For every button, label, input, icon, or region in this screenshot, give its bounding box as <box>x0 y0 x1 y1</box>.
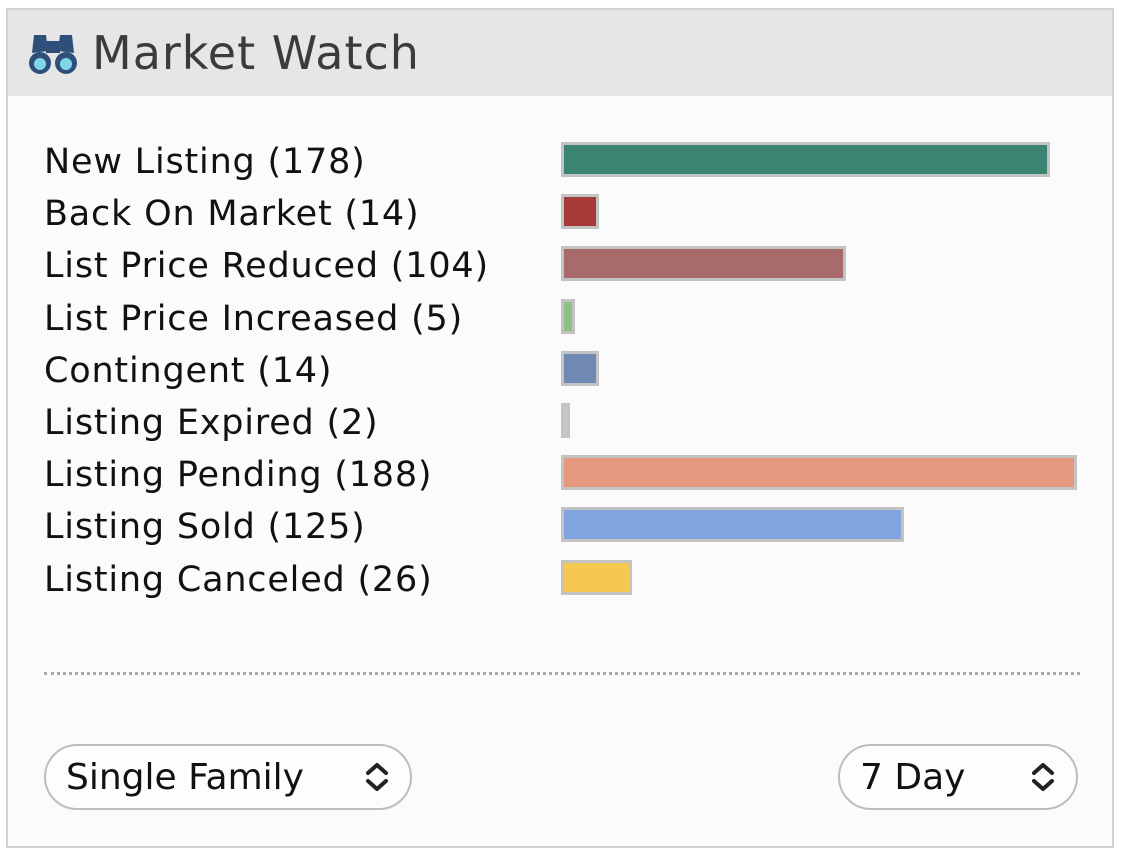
binoculars-icon <box>29 35 77 74</box>
chart-row: Listing Expired (2) <box>8 399 1112 451</box>
widget-header: Market Watch <box>8 10 1112 96</box>
chart-bar <box>561 194 599 230</box>
chart-bar <box>561 246 846 282</box>
select-chevron-icon <box>366 763 388 791</box>
chart-row: Listing Canceled (26) <box>8 556 1112 608</box>
chart-row-label: List Price Reduced (104) <box>44 246 489 287</box>
chart-row: Listing Sold (125) <box>8 503 1112 555</box>
chart-row-label: New Listing (178) <box>44 142 366 182</box>
widget-title: Market Watch <box>92 26 420 80</box>
chart-bar <box>561 559 632 595</box>
chart-bar <box>561 455 1077 491</box>
time-range-value: 7 Day <box>860 756 966 798</box>
chart-row: List Price Increased (5) <box>8 295 1112 347</box>
chart-row-label: Listing Canceled (26) <box>44 559 433 600</box>
chart-row-label: List Price Increased (5) <box>44 298 464 339</box>
market-stats-chart: New Listing (178) Back On Market (14) List… <box>8 138 1112 608</box>
chart-row: New Listing (178) <box>8 138 1112 190</box>
chart-row: List Price Reduced (104) <box>8 242 1112 294</box>
chart-row-label: Contingent (14) <box>44 350 333 391</box>
chart-bar <box>561 142 1050 177</box>
chart-row-label: Back On Market (14) <box>44 194 420 235</box>
chart-row-label: Listing Sold (125) <box>44 507 366 548</box>
market-watch-widget: Market Watch New Listing (178) Back On Ma… <box>6 8 1114 848</box>
time-range-select[interactable]: 7 Day <box>838 744 1078 810</box>
chart-bar <box>561 350 599 386</box>
chart-bar <box>561 298 575 334</box>
chart-bar <box>561 402 570 438</box>
chart-bar <box>561 507 904 543</box>
property-type-select[interactable]: Single Family <box>44 744 412 810</box>
property-type-value: Single Family <box>66 756 304 798</box>
divider <box>44 672 1080 675</box>
chart-row-label: Listing Expired (2) <box>44 402 379 443</box>
chart-row: Listing Pending (188) <box>8 451 1112 503</box>
chart-row: Back On Market (14) <box>8 190 1112 242</box>
select-chevron-icon <box>1032 763 1054 791</box>
chart-row-label: Listing Pending (188) <box>44 455 433 496</box>
chart-row: Contingent (14) <box>8 347 1112 399</box>
